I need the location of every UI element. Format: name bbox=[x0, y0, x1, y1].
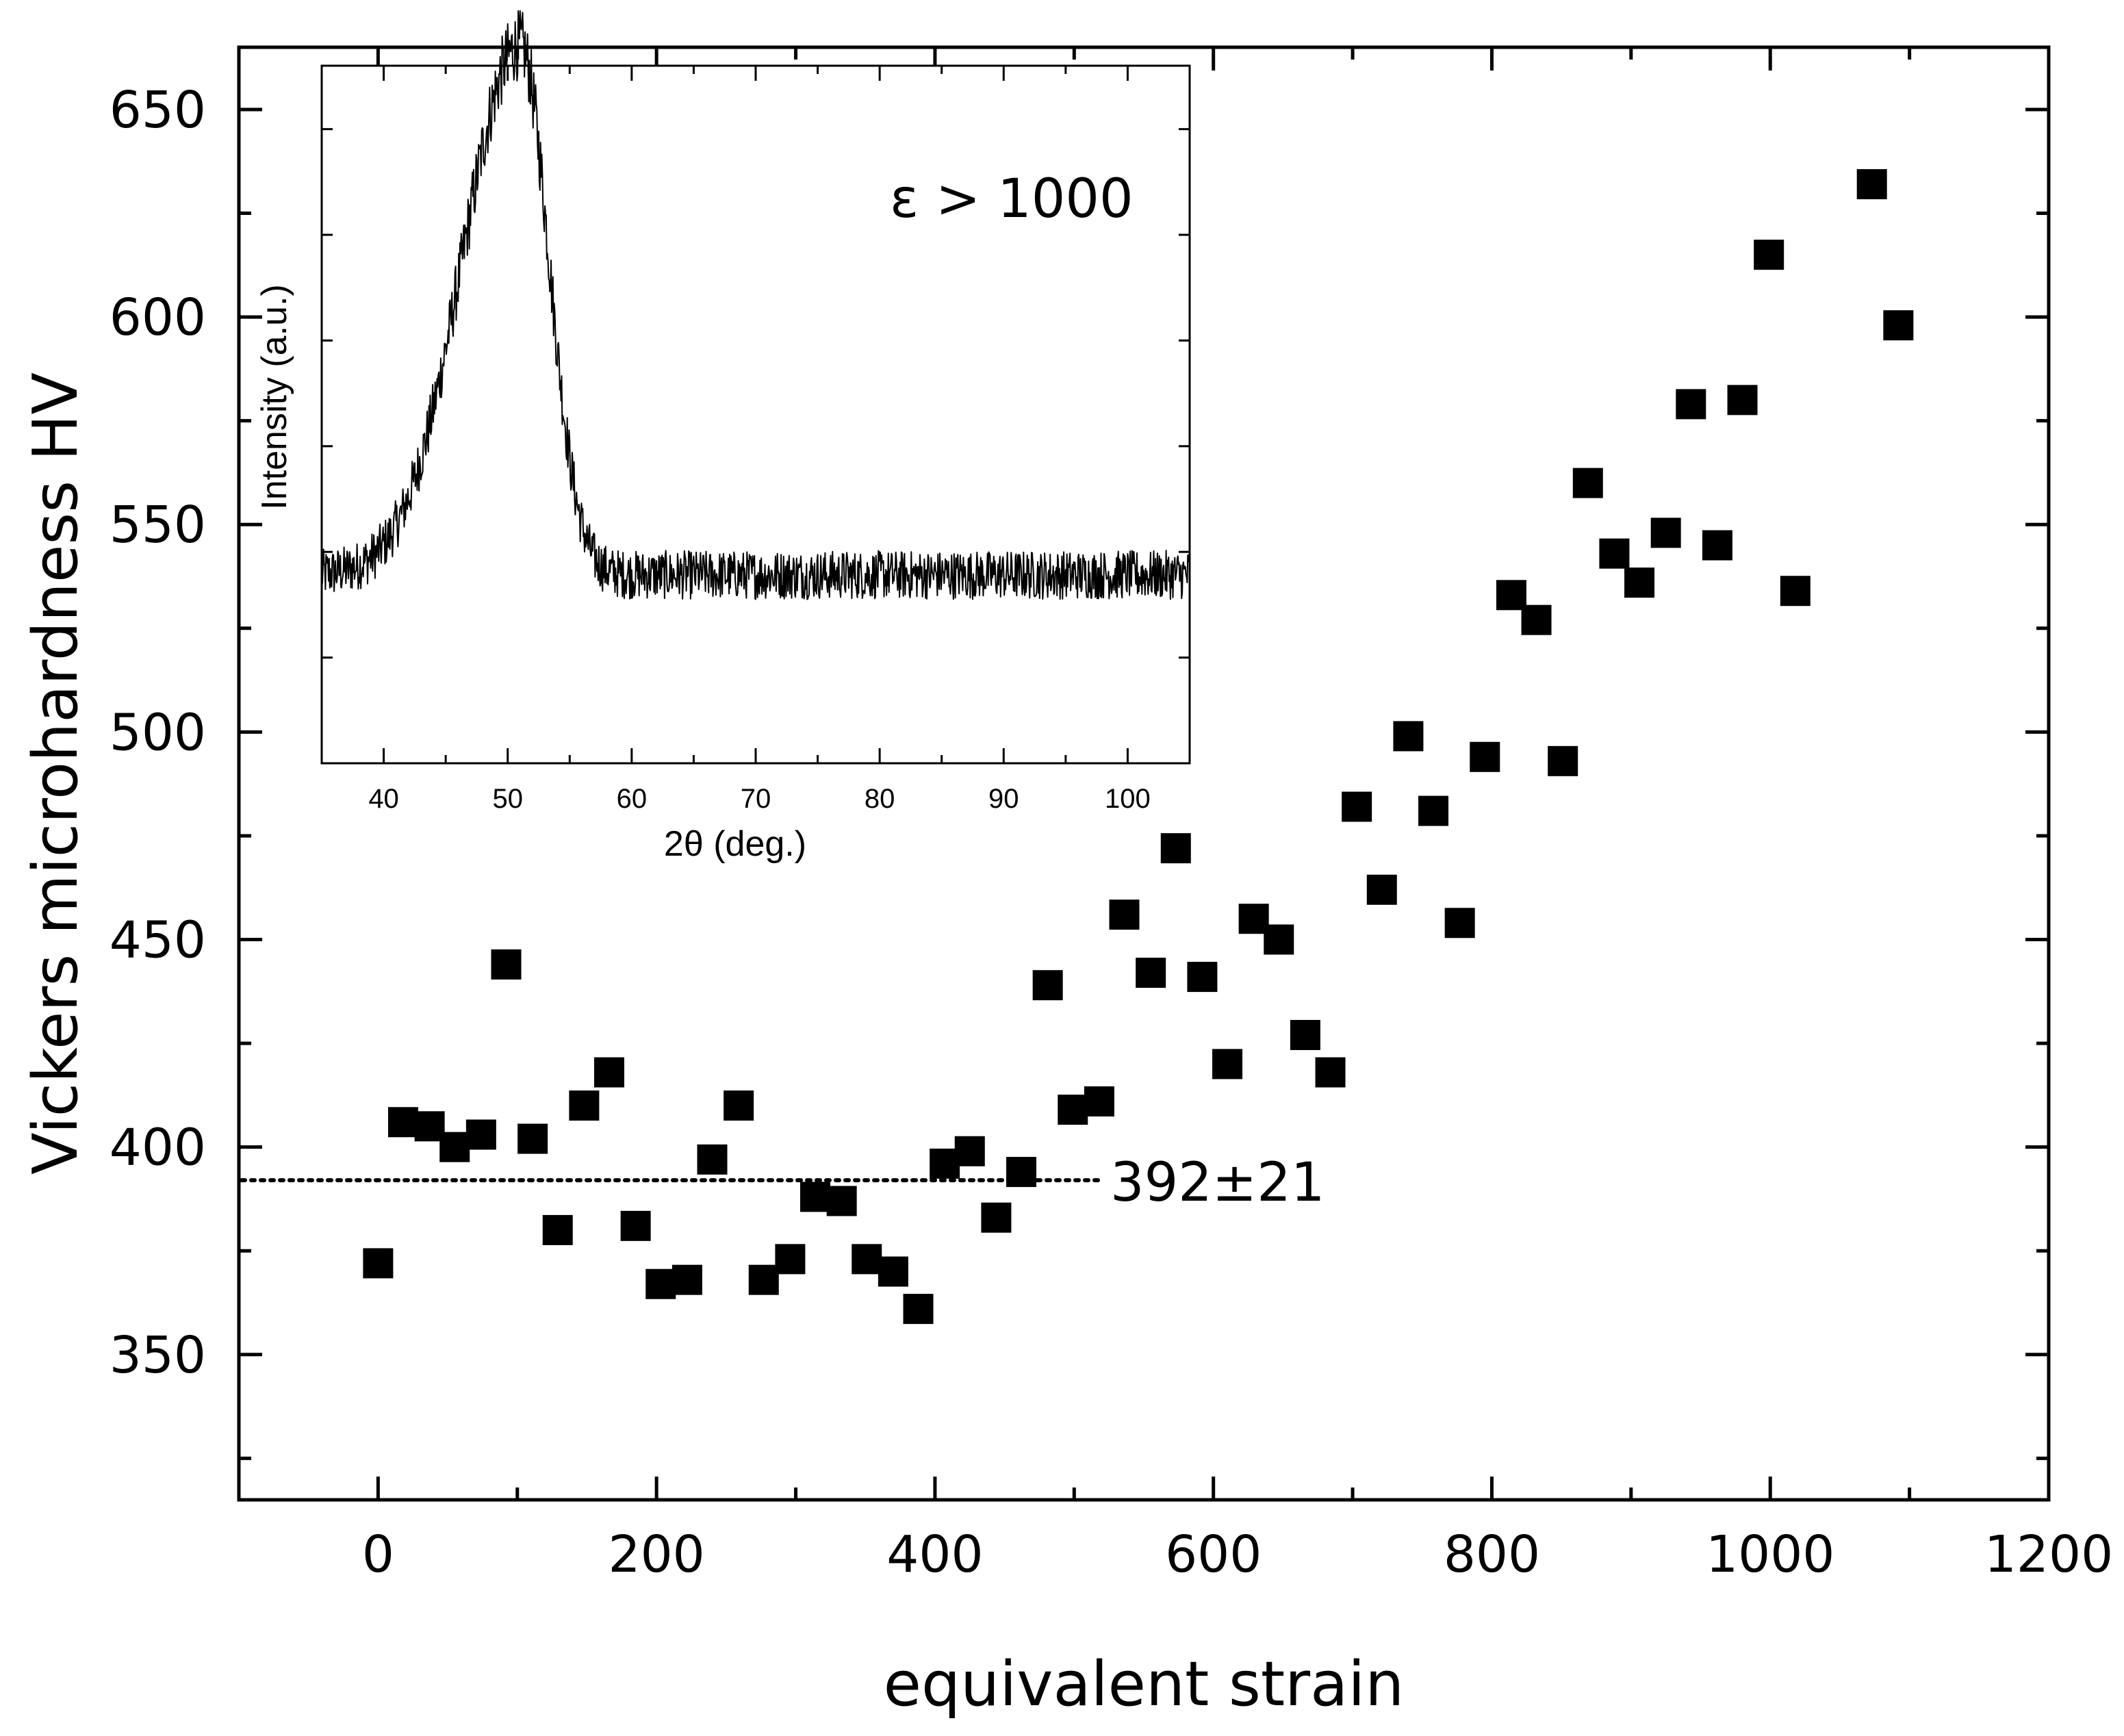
data-point bbox=[1342, 791, 1372, 822]
x-tick-label: 200 bbox=[609, 1525, 705, 1584]
data-point bbox=[903, 1294, 934, 1325]
data-point bbox=[1032, 970, 1063, 1001]
inset-background bbox=[322, 66, 1190, 763]
y-tick-label: 400 bbox=[110, 1119, 206, 1177]
data-point bbox=[1548, 745, 1578, 776]
data-point bbox=[1650, 518, 1681, 548]
data-point bbox=[1366, 874, 1397, 905]
data-point bbox=[981, 1202, 1012, 1233]
data-point bbox=[800, 1182, 831, 1212]
data-point bbox=[465, 1119, 496, 1150]
inset-x-tick-label: 40 bbox=[368, 784, 399, 814]
data-point bbox=[1856, 169, 1887, 200]
y-axis-title: Vickers microhardness HV bbox=[20, 372, 92, 1175]
data-point bbox=[620, 1210, 651, 1241]
data-point bbox=[671, 1264, 702, 1295]
x-tick-label: 1200 bbox=[1984, 1525, 2113, 1584]
data-point bbox=[1084, 1086, 1114, 1116]
x-tick-label: 0 bbox=[362, 1525, 394, 1584]
x-tick-label: 800 bbox=[1444, 1525, 1540, 1584]
inset-x-tick-label: 70 bbox=[741, 784, 771, 814]
data-point bbox=[363, 1248, 394, 1279]
y-tick-label: 550 bbox=[110, 496, 206, 554]
data-point bbox=[1470, 741, 1500, 772]
y-tick-label: 500 bbox=[110, 703, 206, 762]
xrd-pattern-curve bbox=[321, 10, 1190, 600]
main-tick-labels: 0 200 400 600 800 1000 1200 350 400 450 500 550 600 6… bbox=[110, 81, 2113, 1584]
data-point bbox=[724, 1090, 754, 1121]
data-point bbox=[852, 1244, 882, 1275]
data-point bbox=[594, 1057, 625, 1088]
data-point bbox=[1883, 310, 1914, 341]
data-point bbox=[1187, 962, 1218, 993]
data-point bbox=[826, 1186, 857, 1216]
data-point bbox=[1136, 958, 1166, 988]
x-tick-label: 1000 bbox=[1706, 1525, 1834, 1584]
data-point bbox=[1521, 604, 1552, 635]
data-point bbox=[1212, 1049, 1243, 1080]
data-point bbox=[491, 949, 522, 980]
y-tick-label: 650 bbox=[110, 81, 206, 140]
y-tick-label: 450 bbox=[110, 911, 206, 970]
data-point bbox=[1006, 1157, 1037, 1188]
x-tick-label: 400 bbox=[886, 1525, 983, 1584]
data-point bbox=[517, 1123, 548, 1154]
y-tick-label: 600 bbox=[110, 288, 206, 347]
data-markers bbox=[363, 169, 1914, 1325]
data-point bbox=[645, 1268, 676, 1299]
inset-x-tick-label: 90 bbox=[988, 784, 1019, 814]
x-tick-label: 600 bbox=[1165, 1525, 1262, 1584]
inset-x-tick-label: 80 bbox=[865, 784, 895, 814]
data-point bbox=[775, 1244, 806, 1275]
mean-reference-label: 392±21 bbox=[1110, 1152, 1325, 1214]
data-point bbox=[1780, 576, 1810, 607]
inset-x-tick-label: 50 bbox=[492, 784, 523, 814]
inset-x-tick-label: 100 bbox=[1105, 784, 1151, 814]
xrd-inset: 40 50 60 70 80 90 100 ε > 1000 2θ (deg.) Inten… bbox=[255, 10, 1191, 864]
data-point bbox=[1160, 833, 1191, 864]
data-point bbox=[1444, 908, 1475, 939]
data-point bbox=[1393, 721, 1424, 752]
data-point bbox=[954, 1136, 985, 1166]
data-point bbox=[1290, 1019, 1320, 1050]
inset-x-axis-title: 2θ (deg.) bbox=[664, 824, 806, 864]
data-point bbox=[387, 1107, 418, 1138]
data-point bbox=[1264, 924, 1294, 955]
data-point bbox=[1058, 1095, 1088, 1125]
data-point bbox=[1572, 468, 1603, 498]
data-point bbox=[748, 1264, 779, 1295]
data-point bbox=[439, 1132, 470, 1162]
y-tick-label: 350 bbox=[110, 1326, 206, 1385]
data-point bbox=[1702, 530, 1732, 561]
inset-x-tick-label: 60 bbox=[617, 784, 648, 814]
inset-tick-labels: 40 50 60 70 80 90 100 bbox=[368, 784, 1150, 814]
data-point bbox=[542, 1214, 573, 1245]
data-point bbox=[569, 1090, 600, 1121]
data-point bbox=[878, 1256, 908, 1287]
data-point bbox=[1109, 899, 1140, 930]
data-point bbox=[697, 1144, 728, 1175]
x-axis-title: equivalent strain bbox=[884, 1648, 1405, 1720]
inset-annotation: ε > 1000 bbox=[890, 168, 1134, 230]
data-point bbox=[1624, 567, 1655, 598]
data-point bbox=[1418, 795, 1449, 826]
data-point bbox=[1315, 1057, 1346, 1088]
inset-axis-ticks bbox=[320, 66, 1191, 763]
data-point bbox=[1676, 389, 1706, 420]
data-point bbox=[1754, 240, 1784, 270]
main-plot-frame bbox=[237, 45, 2051, 1502]
data-point bbox=[1599, 538, 1630, 569]
data-point bbox=[1727, 385, 1758, 416]
inset-y-axis-title: Intensity (a.u.) bbox=[255, 284, 294, 509]
